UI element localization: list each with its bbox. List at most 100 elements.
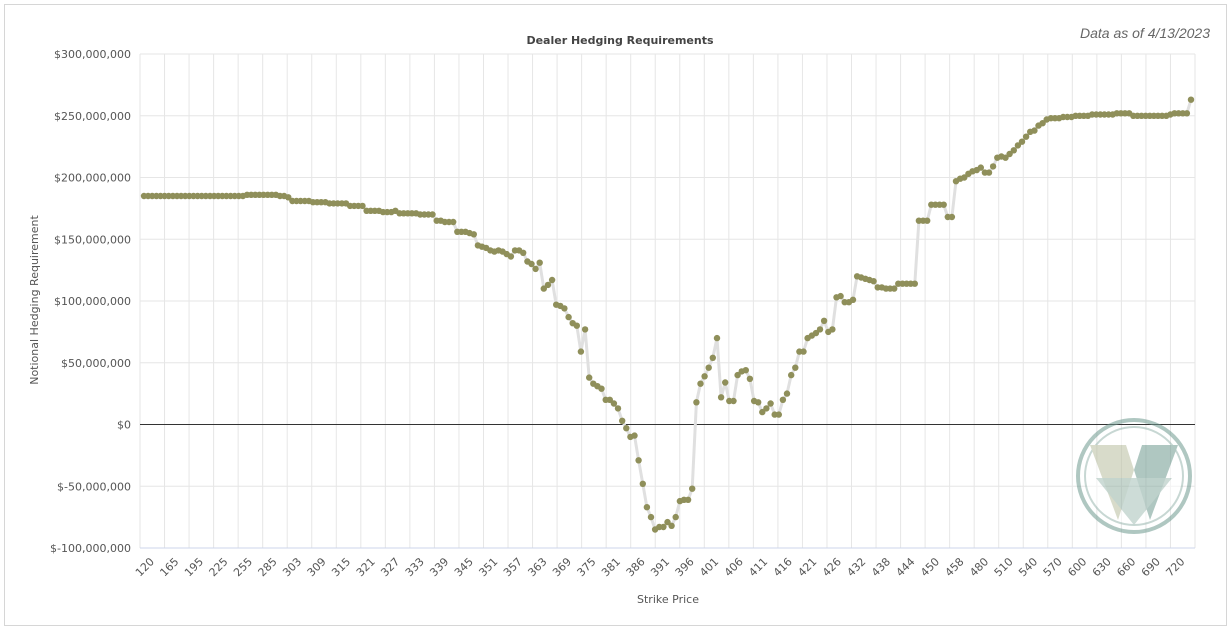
y-tick-label: $100,000,000 [54,295,131,308]
x-tick-label: 480 [967,555,991,579]
x-tick-label: 357 [501,555,525,579]
data-point [610,400,618,407]
data-point [359,202,366,210]
series-points [140,96,1195,533]
logo-v-right [1134,445,1178,520]
data-point [924,217,931,224]
x-tick-label: 416 [771,555,795,579]
data-point [759,408,766,416]
data-point [734,371,741,379]
data-as-of-label: Data as of 4/13/2023 [1080,25,1210,41]
x-tick-label: 450 [918,555,942,579]
data-point [779,396,787,403]
x-tick-label: 630 [1090,555,1114,579]
data-point [684,496,692,503]
x-tick-label: 444 [894,555,918,579]
x-tick-label: 369 [550,555,574,579]
data-point [985,169,993,176]
data-point [619,417,626,424]
x-tick-label: 339 [427,555,451,579]
y-tick-label: $0 [117,419,131,432]
y-tick-label: $50,000,000 [61,357,131,370]
data-point [693,399,700,406]
x-tick-label: 120 [133,555,157,579]
data-point [532,265,539,273]
brand-logo [1076,418,1192,534]
y-tick-label: $150,000,000 [54,233,131,246]
data-point [746,375,754,382]
data-point [837,292,844,300]
x-tick-label: 315 [329,555,353,579]
x-tick-label: 333 [403,555,427,579]
data-point [1010,147,1017,154]
data-point [849,296,857,303]
logo-v-bottom [1096,478,1172,525]
data-point [713,334,721,342]
data-point [742,367,749,374]
data-point [717,394,725,401]
x-tick-label: 285 [256,555,280,579]
data-point [668,522,675,529]
data-point [689,485,696,492]
data-point [577,348,585,355]
data-point [643,504,651,511]
data-point [470,231,477,238]
data-point [948,213,956,221]
y-axis-ticks: $300,000,000 $250,000,000 $200,000,000 $150… [50,48,131,555]
x-tick-label: 401 [697,555,721,579]
data-point [820,317,828,324]
chart-title: Dealer Hedging Requirements [526,34,714,47]
x-tick-label: 438 [869,555,893,579]
data-point [940,201,947,208]
data-point [1022,133,1030,140]
x-tick-label: 421 [795,555,819,579]
data-point [565,313,572,321]
data-point [450,218,457,226]
y-tick-label: $-100,000,000 [50,542,131,555]
data-point [586,374,593,381]
x-tick-label: 432 [844,555,868,579]
data-point [792,364,799,371]
logo-v-left [1090,445,1134,520]
x-tick-label: 510 [992,555,1016,579]
x-tick-label: 660 [1114,555,1138,579]
data-point [1039,120,1046,127]
series-line [144,99,1193,531]
data-point [800,348,807,355]
data-point [775,411,782,418]
data-point [788,371,795,379]
data-point [581,326,589,333]
x-tick-label: 309 [305,555,329,579]
data-point [664,518,671,526]
x-tick-label: 303 [280,555,304,579]
x-tick-label: 375 [575,555,599,579]
data-point [1018,138,1026,145]
data-point [755,399,762,406]
data-point [829,326,836,333]
data-point [614,405,622,412]
data-point [429,211,436,218]
data-point [730,397,737,405]
data-point [672,513,679,521]
x-tick-label: 345 [452,555,476,579]
data-point [722,379,729,386]
x-tick-label: 195 [182,555,206,579]
x-tick-label: 690 [1139,555,1163,579]
y-axis-label: Notional Hedging Requirement [28,215,41,385]
x-tick-label: 540 [1016,555,1040,579]
x-tick-label: 391 [648,555,672,579]
data-point [1002,154,1009,161]
x-tick-label: 255 [231,555,255,579]
data-point [528,260,535,268]
data-point [1014,142,1022,149]
data-point [573,322,580,329]
data-point [697,380,704,387]
data-point [660,523,667,531]
data-point [961,174,968,181]
data-point [1006,150,1013,158]
data-point [911,280,918,287]
data-point [548,276,556,284]
x-axis-label: Strike Price [637,593,699,606]
x-axis-ticks: 120 165 195 225 255 285 303 309 315 321 327 333 339 3… [133,555,1188,579]
